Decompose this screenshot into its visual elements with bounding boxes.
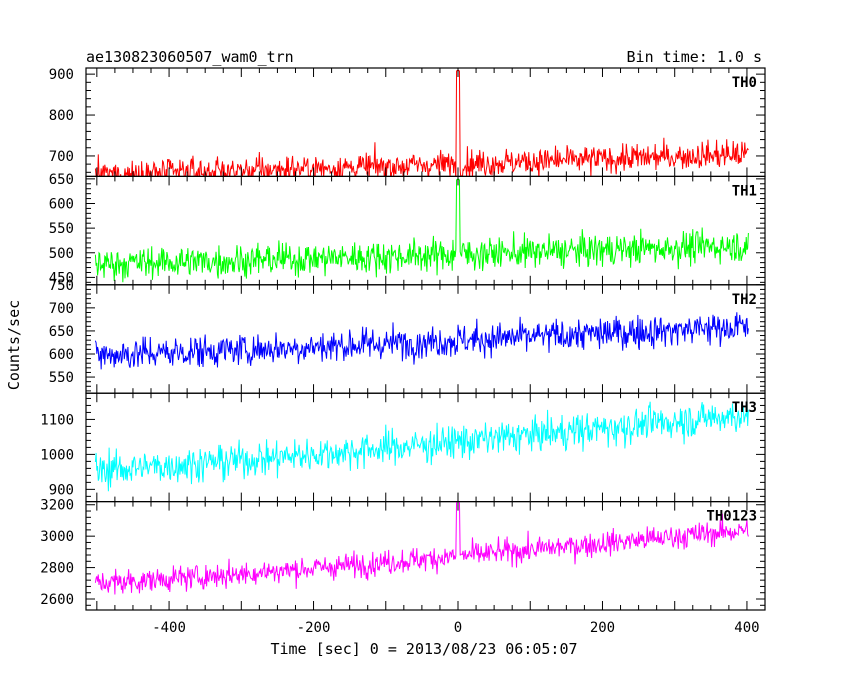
x-tick-label: -400 [152,620,186,636]
y-tick-label: 550 [49,370,74,386]
y-tick-label: 3000 [40,529,74,545]
series-line-th3 [94,400,749,492]
panel-frame [85,175,766,286]
y-tick-label: 500 [49,246,74,262]
y-tick-label: 650 [49,324,74,340]
panels-group: 700 800 900 TH0 450 500 550 600 650 TH1 550 600 650 7… [40,67,766,611]
y-tick-label: 1100 [40,412,74,428]
panel-th2: 550 600 650 700 750 TH2 [49,278,766,394]
series-line-th0 [94,69,749,177]
y-tick-label: 700 [49,149,74,165]
y-tick-label: 900 [49,67,74,83]
y-tick-label: 900 [49,482,74,498]
x-tick-label: -200 [297,620,331,636]
panel-th1: 450 500 550 600 650 TH1 [49,172,766,286]
panel-label-th0: TH0 [732,75,757,91]
y-tick-label: 550 [49,221,74,237]
panel-th3: 900 1000 1100 TH3 [40,392,766,503]
y-tick-label: 600 [49,197,74,213]
x-tick-label: 400 [734,620,759,636]
y-tick-label: 750 [49,278,74,294]
series-line-th0123 [94,501,749,595]
panel-label-th0123: TH0123 [706,509,757,525]
panel-frame [85,501,766,611]
x-axis: -400 -200 0 200 400 [152,620,759,636]
x-axis-label: Time [sec] 0 = 2013/08/23 06:05:07 [270,640,577,658]
chart-title: ae130823060507_wam0_trn [86,48,294,66]
y-axis-label: Counts/sec [5,300,23,390]
x-tick-label: 0 [454,620,462,636]
panel-th0123: 2600 2800 3000 3200 TH0123 [40,498,766,611]
panel-frame [85,67,766,178]
y-tick-label: 700 [49,301,74,317]
y-tick-label: 600 [49,347,74,363]
panel-label-th3: TH3 [732,400,757,416]
y-tick-label: 800 [49,108,74,124]
y-tick-label: 3200 [40,498,74,514]
y-tick-label: 450 [49,270,74,286]
bin-time-label: Bin time: 1.0 s [627,48,762,66]
panel-label-th2: TH2 [732,292,757,308]
x-tick-label: 200 [590,620,615,636]
y-tick-label: 1000 [40,447,74,463]
y-tick-label: 2600 [40,592,74,608]
y-tick-label: 650 [49,172,74,188]
panel-frame [85,284,766,394]
series-line-th1 [94,178,749,283]
y-tick-label: 2800 [40,561,74,577]
series-line-th2 [94,312,749,370]
panel-label-th1: TH1 [732,183,757,199]
